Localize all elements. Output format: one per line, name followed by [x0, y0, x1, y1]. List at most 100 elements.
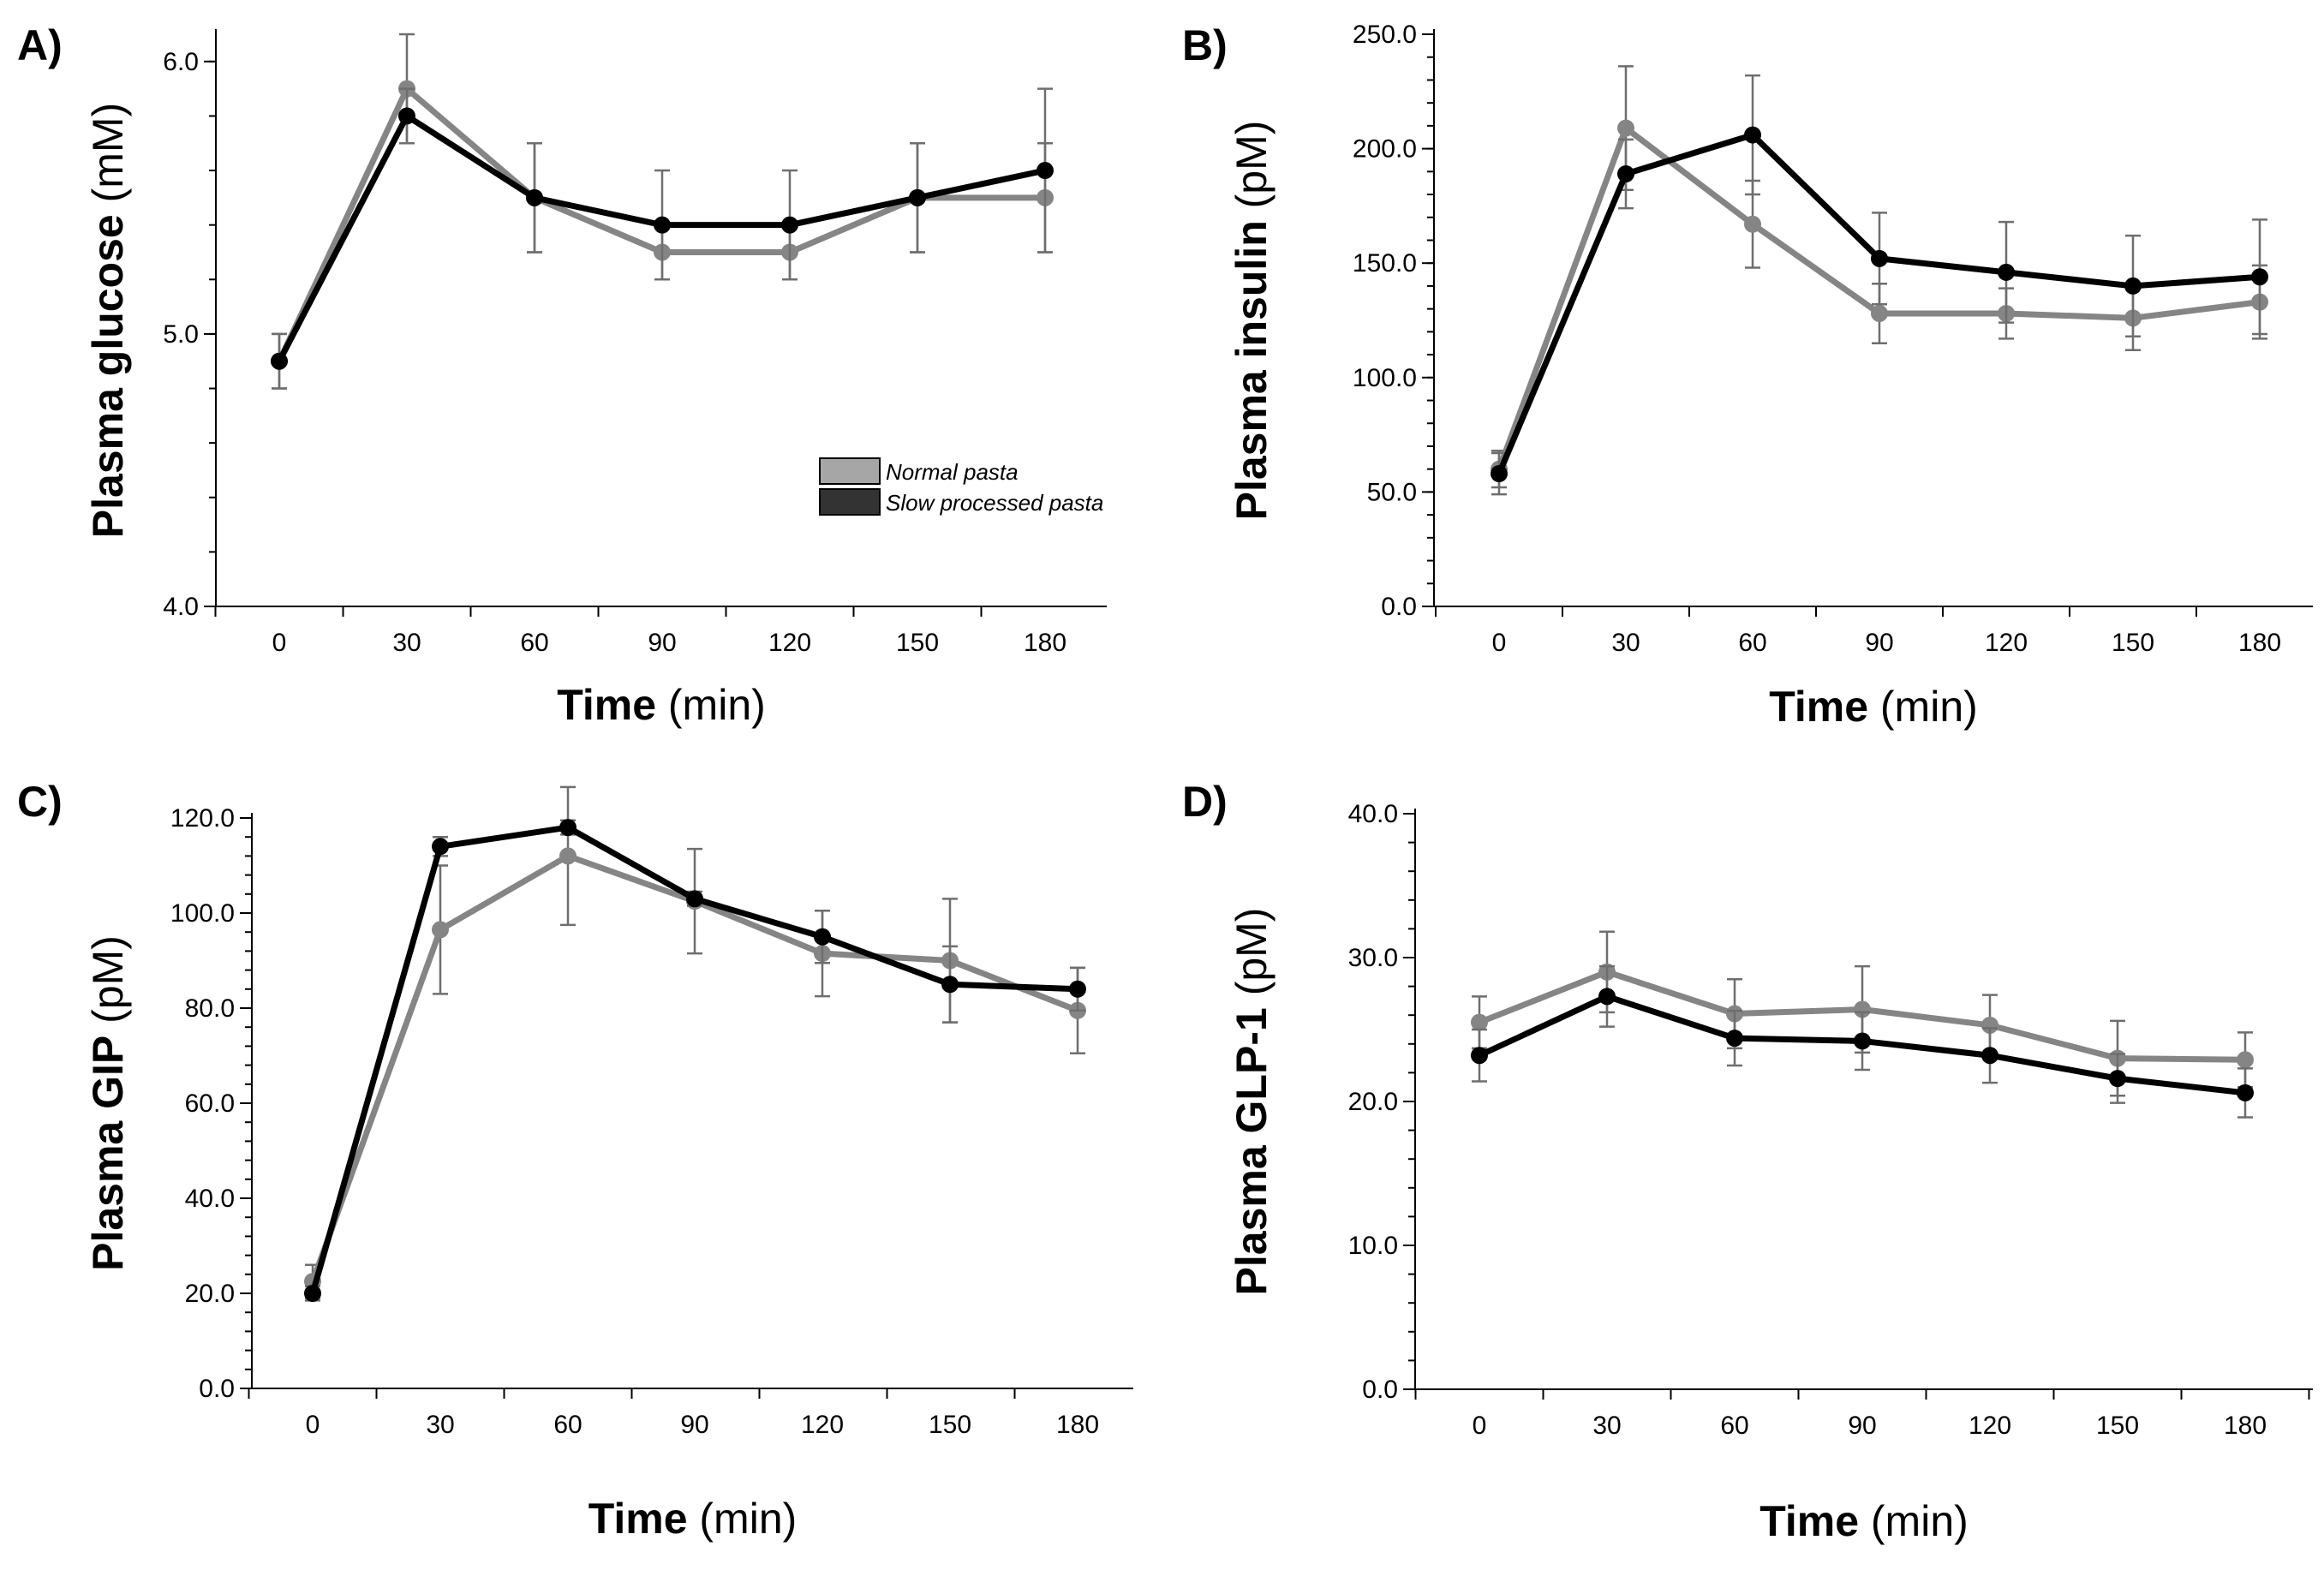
data-point: [398, 107, 415, 125]
data-point: [2251, 268, 2268, 286]
x-tick-label: 150: [2112, 629, 2154, 657]
panel-label: B): [1182, 21, 1228, 69]
data-point: [1854, 1032, 1871, 1050]
y-tick-label: 250.0: [1353, 21, 1417, 49]
legend: Normal pasta Slow processed pasta: [819, 457, 1103, 516]
x-tick-label: 180: [2224, 1412, 2267, 1440]
series-slow-processed-pasta: [1491, 74, 2268, 496]
y-tick-label: 200.0: [1353, 135, 1417, 164]
data-point: [814, 928, 831, 946]
y-tick-label: 60.0: [185, 1089, 235, 1118]
x-axis-title: Time (min): [1759, 1497, 1969, 1545]
data-point: [2124, 277, 2142, 295]
data-point: [1998, 263, 2015, 281]
data-point: [909, 188, 926, 206]
x-tick-label: 0: [1492, 629, 1507, 657]
series-normal-pasta: [304, 785, 1086, 1299]
panel-c: C) 0.0 20.0 40.0 60.0 80.0 100.0 120.0 0 30 60 90 12…: [17, 778, 1133, 1543]
panel-d: D) 0.0 10.0 20.0 30.0 40.0 0 30 60 90 120 150 180 Tim…: [1182, 778, 2313, 1545]
data-point: [1744, 215, 1761, 233]
x-axis-title: Time (min): [557, 681, 766, 729]
series-slow-processed-pasta: [1471, 964, 2254, 1119]
data-point: [2237, 1051, 2254, 1069]
x-tick-label: 180: [2238, 629, 2281, 657]
y-tick-label: 10.0: [1348, 1232, 1398, 1260]
y-tick-label: 30.0: [1348, 944, 1398, 972]
x-axis-title-main: Time: [557, 681, 656, 729]
x-tick-label: 90: [1865, 629, 1893, 657]
data-point: [1037, 162, 1054, 180]
y-axis-title-unit: (pM): [84, 935, 132, 1036]
y-tick-label: 100.0: [1353, 364, 1417, 392]
x-axis-title: Time (min): [1769, 683, 1978, 731]
y-axis-title-unit: (pM): [1228, 121, 1276, 221]
x-tick-label: 0: [306, 1411, 320, 1439]
series-slow-processed-pasta: [271, 87, 1054, 390]
x-tick-label: 90: [680, 1411, 708, 1439]
x-tick-label: 0: [1473, 1412, 1487, 1440]
x-tick-label: 120: [801, 1411, 844, 1439]
data-point: [304, 1285, 321, 1302]
panel-label: D): [1182, 778, 1228, 826]
y-tick-label: 50.0: [1367, 478, 1417, 506]
data-point: [1981, 1016, 1998, 1034]
x-axis-title-main: Time: [1769, 683, 1868, 731]
x-tick-label: 180: [1024, 629, 1066, 657]
x-tick-label: 150: [929, 1411, 971, 1439]
y-axis-title-unit: (mM): [84, 103, 132, 215]
data-point: [559, 847, 577, 865]
panel-a: A) 4.0 5.0 6.0 0 30 60 90 120 150 180 Time (min) Pla…: [17, 21, 1107, 729]
x-tick-label: 150: [2096, 1412, 2139, 1440]
data-point: [1491, 465, 1508, 483]
legend-label-normal: Normal pasta: [886, 459, 1019, 485]
y-tick-label: 0.0: [1362, 1376, 1398, 1404]
data-point: [559, 819, 577, 837]
y-axis-title: Plasma GLP-1 (pM): [1228, 908, 1276, 1296]
y-tick-label: 100.0: [170, 899, 235, 928]
x-tick-label: 90: [1848, 1412, 1876, 1440]
x-tick-label: 120: [1969, 1412, 2011, 1440]
y-tick-label: 6.0: [163, 48, 199, 76]
y-axis-title-main: Plasma insulin: [1228, 220, 1276, 520]
data-point: [2237, 1084, 2254, 1101]
x-axis-title-unit: (min): [688, 1495, 798, 1543]
x-tick-label: 60: [1738, 629, 1766, 657]
y-axis-title-main: Plasma GLP-1: [1228, 1007, 1276, 1295]
legend-swatch-slow: [819, 488, 881, 516]
x-tick-label: 120: [1985, 629, 2028, 657]
y-tick-label: 150.0: [1353, 249, 1417, 278]
x-tick-label: 150: [896, 629, 939, 657]
data-point: [1871, 304, 1888, 322]
x-axis-title: Time (min): [588, 1495, 798, 1543]
x-tick-label: 30: [392, 629, 421, 657]
data-point: [432, 838, 449, 856]
x-axis-title-unit: (min): [656, 681, 766, 729]
x-tick-label: 120: [768, 629, 811, 657]
x-axis-title-unit: (min): [1868, 683, 1978, 731]
data-point: [1617, 164, 1634, 182]
x-axis-title-main: Time: [1759, 1497, 1859, 1545]
x-tick-label: 60: [520, 629, 548, 657]
y-axis-title-main: Plasma glucose: [84, 214, 132, 538]
x-tick-label: 0: [272, 629, 287, 657]
data-point: [1726, 1030, 1743, 1048]
data-point: [1471, 1013, 1488, 1031]
x-tick-label: 180: [1056, 1411, 1099, 1439]
panel-label: A): [17, 21, 63, 69]
data-point: [1744, 126, 1761, 144]
y-axis-title: Plasma glucose (mM): [84, 103, 132, 538]
panel-label: C): [17, 778, 63, 826]
y-tick-label: 5.0: [163, 320, 199, 349]
y-tick-label: 4.0: [163, 593, 199, 621]
legend-swatch-normal: [819, 457, 881, 485]
data-point: [1617, 119, 1634, 137]
x-tick-label: 30: [426, 1411, 454, 1439]
y-axis-title: Plasma GIP (pM): [84, 935, 132, 1271]
x-tick-label: 60: [1720, 1412, 1748, 1440]
y-axis-title-unit: (pM): [1228, 908, 1276, 1008]
y-tick-label: 20.0: [1348, 1088, 1398, 1116]
data-point: [1981, 1047, 1998, 1065]
data-point: [781, 216, 798, 234]
panel-b: B) 0.0 50.0 100.0 150.0 200.0 250.0 0 30 60 90 120 1…: [1182, 21, 2313, 731]
